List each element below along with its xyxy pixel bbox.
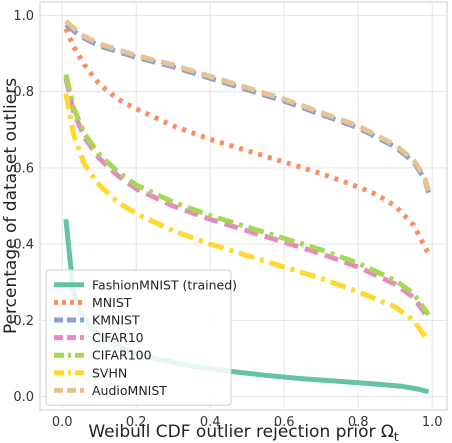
legend-item-fashionmnist-trained: FashionMNIST (trained) <box>54 277 237 292</box>
legend-label: KMNIST <box>92 313 140 328</box>
x-axis-label-subscript: t <box>394 430 399 443</box>
y-tick-label: 0.4 <box>13 238 34 253</box>
y-tick-label: 0.8 <box>13 85 34 100</box>
x-tick-label: 0.6 <box>274 415 295 430</box>
y-tick-label: 1.0 <box>13 9 34 24</box>
legend-label: MNIST <box>92 295 132 310</box>
legend-item-cifar10: CIFAR10 <box>54 330 144 345</box>
y-axis-ticks: 0.0 0.2 0.4 0.6 0.8 1.0 <box>13 9 34 405</box>
series-line-svhn <box>63 93 431 343</box>
x-axis-label: Weibull CDF outlier rejection prior Ωt <box>88 422 399 443</box>
legend-item-svhn: SVHN <box>54 365 127 380</box>
legend-label: AudioMNIST <box>92 383 167 398</box>
legend: FashionMNIST (trained) MNIST KMNIST CIFAR10… <box>45 269 237 406</box>
legend-label: SVHN <box>92 365 127 380</box>
legend-item-kmnist: KMNIST <box>54 313 140 328</box>
y-tick-label: 0.6 <box>13 161 34 176</box>
legend-item-audiomnist: AudioMNIST <box>54 383 167 398</box>
legend-item-cifar100: CIFAR100 <box>54 348 152 363</box>
x-tick-label: 0.4 <box>200 415 221 430</box>
series-line-audiomnist <box>64 19 431 192</box>
y-tick-label: 0.0 <box>13 390 34 405</box>
y-axis-label: Percentage of dataset outliers <box>1 78 21 334</box>
legend-label: FashionMNIST (trained) <box>92 277 237 292</box>
series-line-mnist <box>63 27 431 255</box>
x-axis-label-main: Weibull CDF outlier rejection prior Ω <box>88 422 394 442</box>
series-layer <box>63 19 431 395</box>
x-tick-label: 0.2 <box>126 415 147 430</box>
legend-box <box>45 269 232 406</box>
x-axis-ticks: 0.0 0.2 0.4 0.6 0.8 1.0 <box>52 415 443 430</box>
legend-item-mnist: MNIST <box>54 295 132 310</box>
series-line-cifar100 <box>63 73 431 317</box>
legend-label: CIFAR100 <box>92 348 152 363</box>
x-tick-label: 0.0 <box>52 415 73 430</box>
x-tick-label: 0.8 <box>348 415 369 430</box>
y-tick-label: 0.2 <box>13 314 34 329</box>
x-tick-label: 1.0 <box>422 415 443 430</box>
legend-label: CIFAR10 <box>92 330 144 345</box>
